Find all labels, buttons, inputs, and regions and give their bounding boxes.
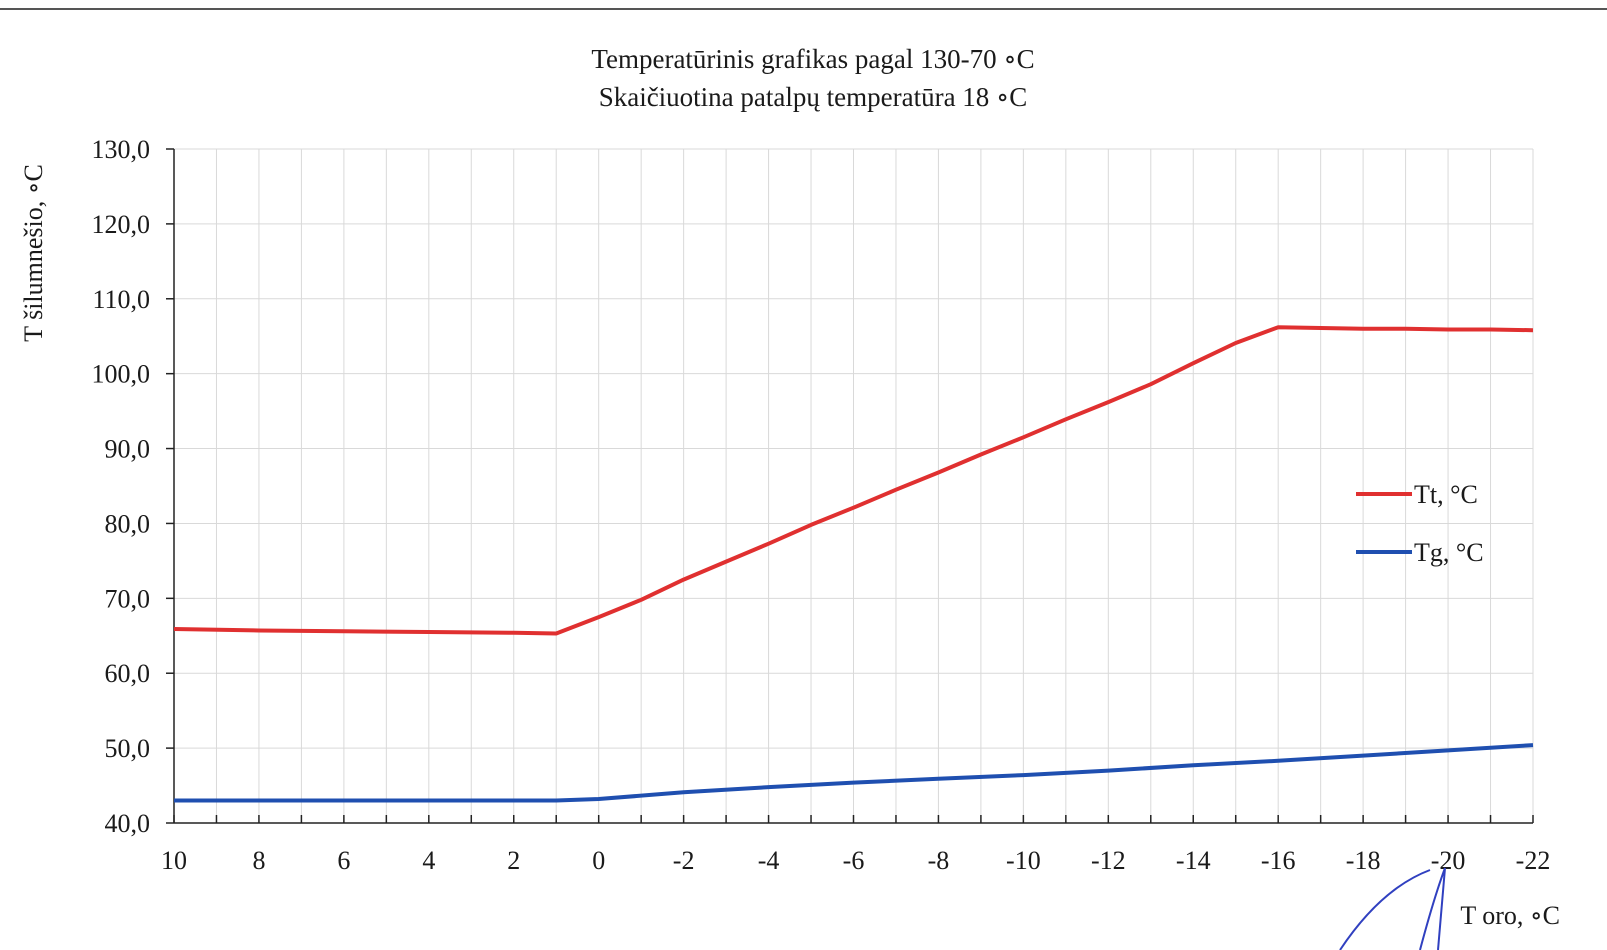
x-tick-label: 0 <box>592 846 605 875</box>
x-tick-label: 6 <box>337 846 350 875</box>
tick-labels: 40,0 50,0 60,0 70,0 80,0 90,0 100,0 110,0 120,0 1… <box>92 135 1551 875</box>
axes <box>166 148 1534 824</box>
y-tick-label: 130,0 <box>92 135 151 164</box>
legend-label: Tt, °C <box>1414 480 1478 509</box>
x-tick-label: -18 <box>1346 846 1381 875</box>
top-border-line <box>0 8 1607 10</box>
legend-label: Tg, °C <box>1414 538 1484 567</box>
chart-subtitle: Skaičiuotina patalpų temperatūra 18 ∘C <box>599 82 1028 112</box>
y-tick-label: 70,0 <box>105 584 151 613</box>
x-tick-label: -14 <box>1176 846 1211 875</box>
legend: Tt, °C Tg, °C <box>1356 480 1484 567</box>
x-tick-label: 2 <box>507 846 520 875</box>
x-tick-label: -2 <box>673 846 695 875</box>
x-tick-label: -12 <box>1091 846 1126 875</box>
x-tick-label: -22 <box>1516 846 1551 875</box>
x-tick-label: -10 <box>1006 846 1041 875</box>
y-tick-label: 60,0 <box>105 659 151 688</box>
y-tick-label: 90,0 <box>105 435 151 464</box>
x-tick-label: 10 <box>161 846 187 875</box>
y-tick-label: 40,0 <box>105 809 151 838</box>
signature <box>1339 867 1446 950</box>
y-tick-label: 80,0 <box>105 509 151 538</box>
y-axis-label: T šilumnešio, ∘C <box>19 164 48 342</box>
grid-lines <box>174 148 1534 824</box>
x-tick-label: 4 <box>422 846 435 875</box>
series-line-tt <box>173 325 1534 636</box>
series-line-tg <box>174 743 1534 803</box>
x-tick-label: 8 <box>252 846 265 875</box>
y-tick-label: 50,0 <box>105 734 151 763</box>
y-tick-label: 110,0 <box>92 285 150 314</box>
x-tick-label: -16 <box>1261 846 1296 875</box>
y-tick-label: 120,0 <box>92 210 151 239</box>
x-tick-label: -4 <box>758 846 780 875</box>
x-tick-label: -6 <box>843 846 865 875</box>
x-tick-label: -8 <box>928 846 950 875</box>
y-tick-label: 100,0 <box>92 360 151 389</box>
x-axis-label: T oro, ∘C <box>1460 901 1560 930</box>
x-tick-label: -20 <box>1431 846 1466 875</box>
series-lines <box>173 325 1534 803</box>
chart-title: Temperatūrinis grafikas pagal 130-70 ∘C <box>591 44 1034 74</box>
